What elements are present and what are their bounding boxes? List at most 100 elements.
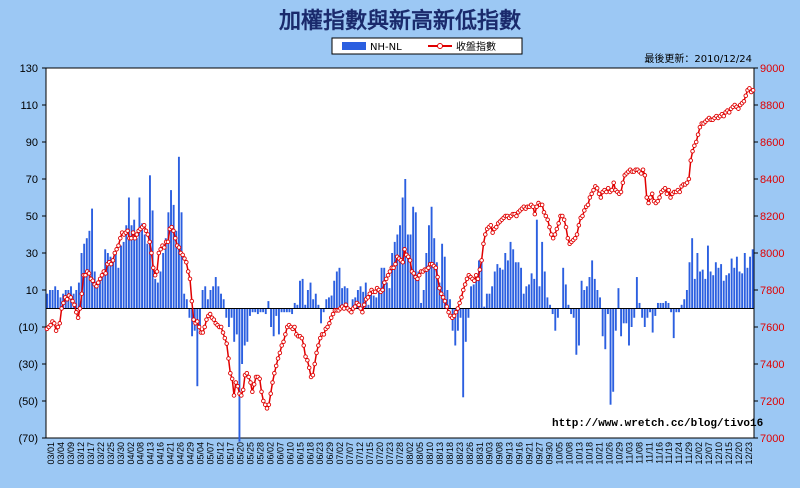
close-point (103, 271, 108, 276)
date-label: 07/28 (395, 442, 405, 465)
date-labels: 03/01 03/04 03/09 03/12 03/17 03/22 03/25 03/30… (46, 442, 754, 465)
nh-nl-bar (156, 282, 159, 309)
nh-nl-bar (514, 262, 517, 309)
close-point (281, 339, 286, 345)
close-point (532, 211, 538, 217)
close-point (118, 235, 123, 241)
nh-nl-bar (106, 253, 109, 309)
close-point (74, 309, 79, 315)
nh-nl-bar (593, 278, 596, 309)
close-point (618, 189, 624, 195)
legend: NH-NL 收盤指數 (331, 37, 523, 55)
nh-nl-bar (454, 308, 457, 346)
close-point (444, 304, 450, 309)
date-label: 07/15 (365, 442, 375, 465)
close-point (79, 291, 85, 296)
nh-nl-bar (522, 293, 525, 309)
nh-nl-bar (77, 282, 80, 309)
close-point (383, 276, 389, 282)
close-point (605, 185, 611, 191)
nh-nl-bar (204, 286, 207, 309)
nh-nl-bar (696, 253, 699, 309)
nh-nl-bar (446, 290, 449, 309)
close-point (301, 343, 306, 348)
close-point (48, 322, 53, 328)
close-point (218, 324, 224, 330)
date-label: 09/08 (495, 442, 505, 465)
right-tick-label: 7600 (760, 322, 784, 334)
nh-nl-bar (254, 308, 257, 313)
nh-nl-bar (551, 308, 554, 315)
date-label: 08/18 (445, 442, 455, 465)
close-point (534, 204, 539, 209)
close-point (695, 132, 701, 137)
left-tick-label: (50) (18, 396, 38, 408)
nh-nl-bar (430, 206, 433, 309)
date-label: 03/22 (96, 442, 106, 465)
nh-nl-bar (575, 308, 578, 355)
nh-nl-bar (717, 267, 720, 309)
nh-nl-bar (217, 286, 220, 309)
nh-nl-bar (720, 264, 723, 309)
close-point (97, 276, 103, 282)
close-point (114, 247, 119, 252)
date-label: 06/23 (315, 442, 325, 465)
close-point (642, 173, 648, 178)
close-point (437, 285, 442, 291)
nh-nl-bar (562, 267, 565, 309)
nh-nl-bar (280, 308, 283, 313)
close-point (391, 265, 396, 271)
close-point (387, 269, 393, 274)
nh-nl-bar (628, 308, 630, 346)
close-point (406, 254, 411, 259)
left-tick-label: 30 (26, 248, 38, 260)
nh-nl-bar (749, 256, 751, 309)
date-label: 09/30 (545, 442, 555, 465)
date-label: 08/05 (415, 442, 425, 465)
close-point (380, 287, 385, 293)
close-point (277, 350, 283, 356)
nh-nl-bar (338, 267, 341, 309)
close-point (306, 365, 312, 370)
nh-nl-bar (104, 249, 107, 309)
close-point (211, 317, 217, 322)
date-label: 10/05 (555, 442, 565, 465)
close-point (561, 217, 567, 222)
close-point (609, 187, 615, 193)
right-tick-label: 7000 (760, 433, 784, 445)
close-point (382, 280, 387, 285)
nh-nl-bar (233, 308, 236, 342)
close-point (435, 274, 440, 280)
close-point (240, 387, 246, 393)
nh-nl-bar (385, 282, 388, 309)
nh-nl-bar (549, 304, 551, 309)
left-tick-label: (70) (18, 433, 38, 445)
close-point (372, 289, 378, 295)
nh-nl-bar (96, 286, 99, 309)
nh-nl-bar (225, 308, 228, 318)
nh-nl-bar (675, 308, 678, 313)
nh-nl-bar (656, 302, 659, 309)
nh-nl-bar (622, 308, 625, 324)
close-point (402, 247, 407, 252)
nh-nl-bar (564, 284, 567, 309)
nh-nl-bar (654, 308, 657, 316)
nh-nl-bar (275, 308, 278, 316)
nh-nl-bar (464, 308, 467, 342)
right-tick-label: 8800 (760, 100, 784, 112)
nh-nl-bar (109, 256, 112, 309)
legend-label-bar: NH-NL (370, 42, 402, 53)
nh-nl-bar (214, 277, 217, 309)
close-point (52, 321, 57, 326)
nh-nl-bar (249, 308, 251, 316)
close-point (195, 319, 200, 324)
nh-nl-bar (683, 299, 686, 309)
nh-nl-bar (538, 286, 541, 309)
close-point (250, 389, 255, 395)
nh-nl-bar (438, 282, 441, 309)
close-point (244, 371, 250, 376)
nh-nl-bar (617, 288, 620, 309)
close-point (321, 332, 327, 337)
legend-swatch-bar (342, 42, 366, 50)
nh-nl-bar (306, 290, 309, 309)
